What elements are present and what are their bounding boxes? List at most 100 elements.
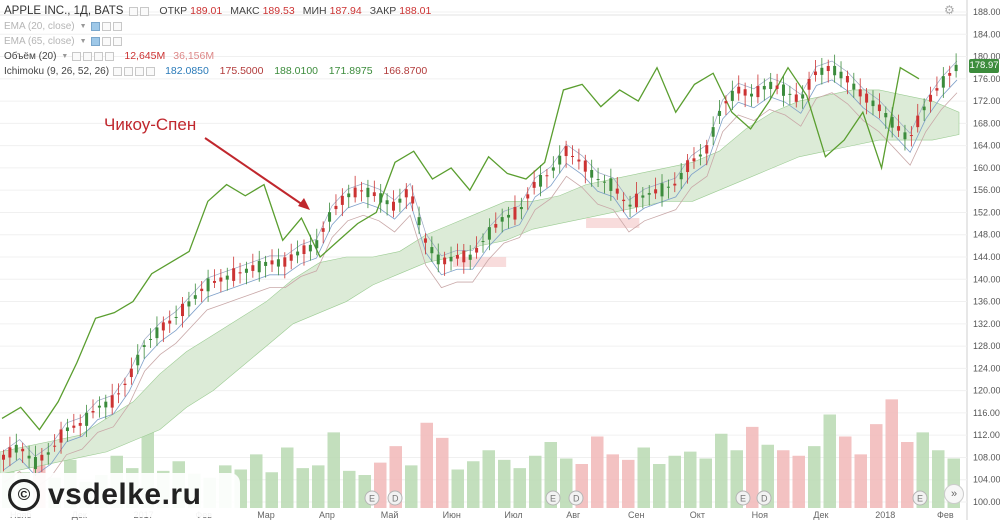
x-tick-label: Окт <box>690 510 705 520</box>
volume-bar <box>327 432 340 508</box>
candle-body <box>577 159 581 162</box>
x-tick-label: Июл <box>504 510 522 520</box>
close-icon[interactable] <box>94 52 104 61</box>
chevron-down-icon[interactable]: ▼ <box>79 38 87 45</box>
ichimoku-cloud-bear <box>452 257 507 267</box>
volume-bar <box>343 470 356 508</box>
volume-bar <box>870 424 883 508</box>
event-marker-label: E <box>917 494 923 504</box>
candle-body <box>21 448 25 452</box>
eye-icon[interactable] <box>90 37 100 46</box>
volume-bar <box>250 454 263 508</box>
volume-bar <box>792 455 805 508</box>
legend-volume[interactable]: Объём (20) ▼ 12,645M 36,156M <box>4 50 215 62</box>
eye-icon[interactable] <box>113 67 123 76</box>
x-tick-label: Авг <box>566 510 581 520</box>
y-tick-label: 172.00 <box>973 96 1000 106</box>
ichimoku-value: 188.0100 <box>274 65 319 77</box>
candle-body <box>609 178 613 191</box>
legend-ichimoku[interactable]: Ichimoku (9, 26, 52, 26) 182.0850 175.50… <box>4 65 428 77</box>
candle-body <box>110 395 114 408</box>
chikou-span-annotation: Чикоу-Спен <box>104 115 197 134</box>
volume-bar <box>653 464 666 508</box>
chevron-down-icon[interactable]: ▼ <box>79 23 87 30</box>
settings-icon[interactable] <box>101 37 111 46</box>
candle-body <box>513 206 517 220</box>
more-icon[interactable] <box>146 67 156 76</box>
x-tick-label: Мар <box>257 510 275 520</box>
volume-bar <box>901 442 914 508</box>
candle-body <box>730 90 734 101</box>
candle-body <box>14 444 18 453</box>
candle-body <box>468 254 472 260</box>
volume-bar <box>668 455 681 508</box>
candle-body <box>673 183 677 186</box>
candle-body <box>634 193 638 208</box>
close-icon[interactable] <box>135 67 145 76</box>
candle-body <box>411 196 415 204</box>
ichimoku-cloud <box>0 89 960 475</box>
scroll-right-button[interactable]: » <box>944 484 964 504</box>
candle-body <box>328 212 332 222</box>
volume-bar <box>684 451 697 508</box>
settings-icon[interactable] <box>124 67 134 76</box>
symbol-title[interactable]: APPLE INC., 1Д, BATS <box>4 5 124 17</box>
settings-icon[interactable] <box>83 52 93 61</box>
candle-body <box>807 78 811 90</box>
candle-body <box>2 454 5 460</box>
event-marker <box>912 490 928 506</box>
candle-body <box>85 412 89 426</box>
candle-body <box>168 320 172 324</box>
candle-body <box>334 205 338 210</box>
candle-body <box>762 85 766 90</box>
y-tick-label: 180.00 <box>973 52 1000 62</box>
chikou-span-line <box>1 66 920 431</box>
kijun-line <box>3 92 958 489</box>
settings-button[interactable] <box>140 7 150 16</box>
y-tick-label: 112.00 <box>973 430 1000 440</box>
volume-bar <box>296 468 309 508</box>
tenkan-line <box>3 60 958 457</box>
candle-body <box>244 268 248 273</box>
candle-body <box>590 169 594 178</box>
ichimoku-value: 166.8700 <box>383 65 428 77</box>
candle-body <box>161 322 165 331</box>
eye-icon[interactable] <box>72 52 82 61</box>
candle-body <box>724 101 728 104</box>
hide-button[interactable] <box>129 7 139 16</box>
volume-bar <box>420 422 433 508</box>
candle-body <box>136 354 140 366</box>
volume-bar <box>498 459 511 508</box>
legend-ema20[interactable]: EMA (20, close) ▼ <box>4 19 431 34</box>
candle-body <box>475 247 479 253</box>
eye-icon[interactable] <box>90 22 100 31</box>
candle-body <box>276 259 280 267</box>
ema-line <box>3 79 958 476</box>
candle-body <box>903 132 907 140</box>
y-tick-label: 128.00 <box>973 341 1000 351</box>
y-tick-label: 176.00 <box>973 74 1000 84</box>
candle-body <box>462 250 466 263</box>
more-icon[interactable] <box>105 52 115 61</box>
gear-icon[interactable]: ⚙ <box>944 3 955 17</box>
event-marker <box>735 490 751 506</box>
candle-body <box>232 268 236 281</box>
copyright-icon: © <box>8 479 40 511</box>
candle-body <box>897 126 901 131</box>
candle-body <box>296 251 300 256</box>
close-icon[interactable] <box>112 22 122 31</box>
candle-body <box>545 175 549 177</box>
candle-body <box>117 393 121 395</box>
legend-ema65[interactable]: EMA (65, close) ▼ <box>4 34 431 49</box>
candle-body <box>219 277 223 282</box>
volume-bar <box>715 433 728 508</box>
close-icon[interactable] <box>112 37 122 46</box>
y-tick-label: 116.00 <box>973 408 1000 418</box>
candle-body <box>622 199 626 202</box>
chevron-down-icon[interactable]: ▼ <box>61 53 69 60</box>
event-marker-label: E <box>740 494 746 504</box>
settings-icon[interactable] <box>101 22 111 31</box>
candle-body <box>686 160 690 173</box>
y-tick-label: 164.00 <box>973 141 1000 151</box>
